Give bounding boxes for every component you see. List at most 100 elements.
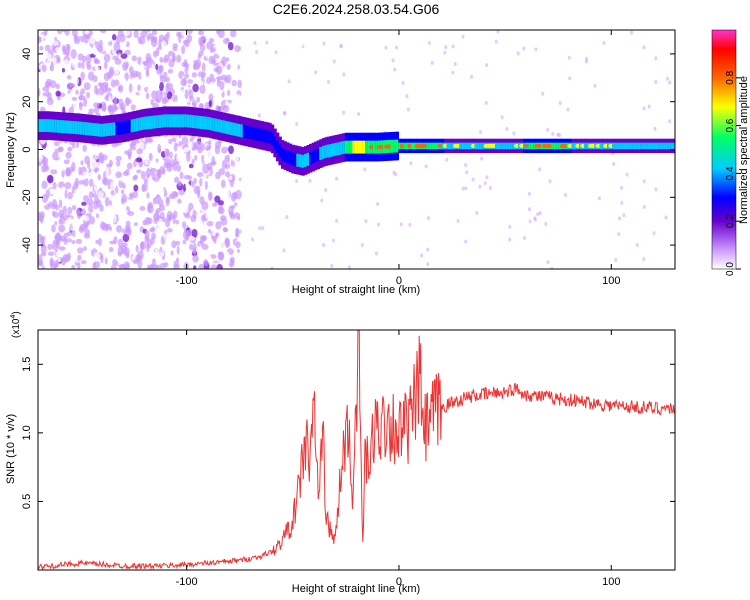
heatmap-noise-cell xyxy=(64,181,72,190)
heatmap-noise-cell xyxy=(485,63,489,68)
heatmap-noise-cell xyxy=(79,223,87,232)
heatmap-noise-cell xyxy=(204,180,208,190)
heatmap-noise-cell xyxy=(115,160,121,167)
heatmap-noise-cell xyxy=(140,170,146,180)
heatmap-noise-cell xyxy=(45,189,50,199)
heatmap-noise-cell xyxy=(83,177,89,187)
heatmap-noise-cell xyxy=(244,212,248,217)
heatmap-noise-cell xyxy=(223,264,228,269)
heatmap-noise-cell xyxy=(221,159,228,170)
heatmap-ridge-core xyxy=(296,153,300,167)
heatmap-noise-cell xyxy=(180,89,186,97)
heatmap-noise-cell xyxy=(172,43,179,49)
heatmap-noise-cell xyxy=(238,229,242,234)
y-tick-label: 1.0 xyxy=(21,425,33,440)
heatmap-noise-cell xyxy=(653,126,657,131)
heatmap-ridge-core xyxy=(219,119,224,133)
heatmap-noise-cell xyxy=(314,70,318,75)
heatmap-noise-cell xyxy=(199,84,206,95)
heatmap-ridge-core xyxy=(655,142,659,150)
colorbar-gradient xyxy=(711,29,737,270)
heatmap-noise-cell xyxy=(206,144,211,151)
heatmap-ridge-core xyxy=(612,142,616,150)
heatmap-noise-cell xyxy=(197,71,205,78)
heatmap-noise-cell xyxy=(74,77,79,86)
heatmap-noise-cell xyxy=(620,200,624,205)
heatmap-noise-cell xyxy=(175,219,180,225)
heatmap-noise-cell xyxy=(177,198,182,204)
heatmap-noise-cell xyxy=(237,79,243,89)
heatmap-noise-cell xyxy=(105,163,113,168)
heatmap-noise-cell xyxy=(64,189,68,199)
heatmap-ridge-core xyxy=(64,120,68,134)
heatmap-noise-cell xyxy=(463,220,467,225)
heatmap-noise-cell xyxy=(485,175,489,180)
heatmap-ridge-core xyxy=(645,142,649,150)
y-tick-label: -20 xyxy=(21,189,33,205)
heatmap-noise-cell xyxy=(329,170,333,175)
heatmap-noise-cell xyxy=(75,140,80,149)
colorbar: 0.0 0.2 0.4 0.6 0.8 Normalized spectral ampl… xyxy=(711,29,750,276)
heatmap-noise-cell xyxy=(131,70,139,78)
heatmap-noise-cell xyxy=(235,241,241,249)
heatmap-noise-cell xyxy=(41,64,47,73)
heatmap-ridge-core xyxy=(344,140,349,154)
heatmap-noise-cell xyxy=(168,193,175,200)
heatmap-noise-cell xyxy=(98,73,105,84)
heatmap-noise-cell xyxy=(69,156,75,162)
heatmap-noise-cell xyxy=(419,123,423,128)
heatmap-ridge-core xyxy=(138,117,142,131)
heatmap-ridge-core xyxy=(467,142,471,150)
heatmap-noise-cell xyxy=(78,101,83,111)
heatmap-noise-cell xyxy=(647,104,651,109)
heatmap-ridge-core xyxy=(202,116,206,130)
heatmap-noise-cell xyxy=(50,169,58,175)
heatmap-noise-cell xyxy=(581,213,585,218)
heatmap-noise-cell xyxy=(173,176,180,184)
heatmap-noise-cell xyxy=(67,206,73,215)
heatmap-noise-cell xyxy=(517,256,521,261)
heatmap-noise-cell xyxy=(483,181,487,186)
heatmap-noise-cell xyxy=(203,173,208,180)
heatmap-noise-cell xyxy=(159,76,167,83)
x-tick-label: 100 xyxy=(602,275,620,287)
heatmap-noise-cell xyxy=(270,266,274,269)
heatmap-ridge-core xyxy=(214,118,219,132)
heatmap-noise-cell xyxy=(496,30,500,34)
heatmap-noise-cell xyxy=(420,253,424,258)
heatmap-noise-cell xyxy=(635,242,639,247)
heatmap-noise-cell xyxy=(192,254,199,263)
heatmap-noise-cell xyxy=(154,135,159,142)
heatmap-noise-cell xyxy=(147,217,153,225)
heatmap-noise-cell xyxy=(122,61,129,71)
heatmap-noise-cell xyxy=(203,258,209,267)
heatmap-noise-cell xyxy=(139,206,146,211)
heatmap-noise-cell xyxy=(214,154,221,162)
heatmap-noise-cell xyxy=(107,104,113,111)
heatmap-noise-cell xyxy=(209,48,214,53)
heatmap-noise-cell xyxy=(146,192,150,199)
heatmap-noise-cell xyxy=(184,73,190,79)
heatmap-noise-cell xyxy=(214,58,220,63)
heatmap-noise-cell xyxy=(86,91,91,99)
heatmap-noise-cell xyxy=(641,122,645,127)
heatmap-noise-cell xyxy=(93,184,99,192)
heatmap-noise-cell xyxy=(93,260,101,269)
heatmap-noise-cell xyxy=(115,171,123,179)
heatmap-noise-cell xyxy=(101,81,109,88)
heatmap-noise-cell xyxy=(72,58,79,68)
heatmap-noise-cell xyxy=(234,44,241,53)
heatmap-noise-cell xyxy=(464,163,468,168)
heatmap-noise-cell xyxy=(55,251,60,257)
heatmap-noise-cell xyxy=(200,142,205,152)
heatmap-noise-cell xyxy=(124,49,131,56)
heatmap-noise-cell xyxy=(597,196,601,201)
heatmap-noise-cell xyxy=(205,212,211,219)
heatmap-noise-cell xyxy=(50,63,54,72)
x-tick-label: -100 xyxy=(176,576,198,588)
heatmap-noise-cell xyxy=(527,191,531,196)
heatmap-ridge-core xyxy=(663,142,667,150)
heatmap-noise-cell xyxy=(322,242,326,247)
heatmap-noise-cell xyxy=(173,260,180,268)
heatmap-noise-cell xyxy=(451,44,455,49)
